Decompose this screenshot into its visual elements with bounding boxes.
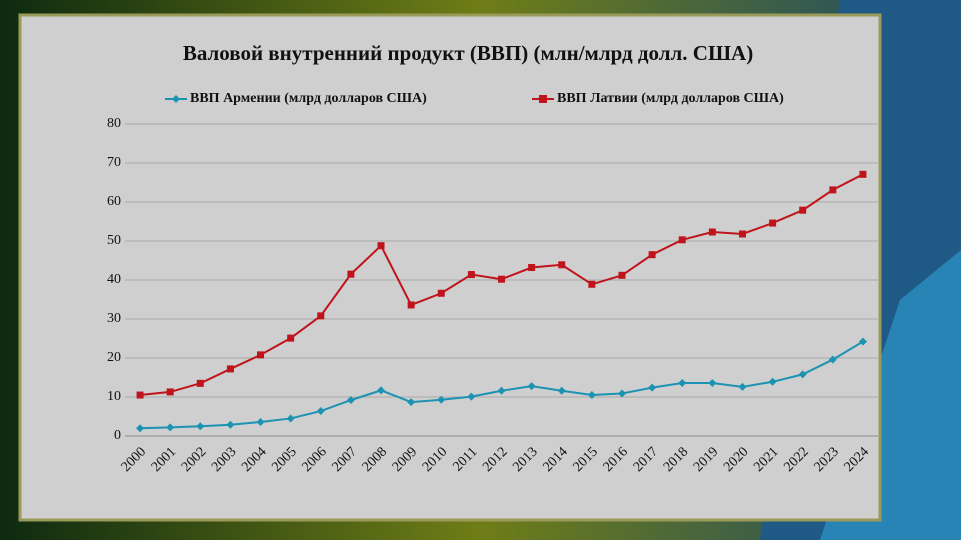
marker — [377, 386, 386, 395]
marker — [136, 424, 145, 433]
marker — [558, 261, 566, 269]
legend-label: ВВП Армении (млрд долларов США) — [190, 91, 427, 106]
marker — [256, 417, 265, 426]
marker — [317, 312, 325, 320]
marker — [648, 251, 656, 259]
y-tick-label: 70 — [107, 155, 121, 170]
marker — [497, 386, 506, 395]
marker — [346, 396, 355, 405]
marker — [286, 414, 295, 423]
y-tick-label: 0 — [114, 428, 121, 443]
marker — [136, 391, 144, 399]
marker — [196, 422, 205, 431]
marker — [798, 370, 807, 379]
marker — [407, 301, 415, 309]
marker — [648, 383, 657, 392]
marker — [799, 206, 807, 214]
marker — [407, 398, 416, 407]
marker — [527, 382, 536, 391]
marker — [738, 382, 747, 391]
marker — [588, 280, 596, 288]
marker — [257, 351, 265, 359]
marker — [617, 389, 626, 398]
marker — [437, 289, 445, 297]
marker — [226, 365, 234, 373]
y-tick-label: 60 — [107, 194, 121, 209]
y-tick-label: 20 — [107, 350, 121, 365]
marker — [467, 271, 475, 279]
marker — [557, 386, 566, 395]
marker — [347, 270, 355, 278]
marker — [828, 355, 837, 364]
marker — [528, 264, 536, 272]
marker — [708, 378, 717, 387]
marker — [166, 423, 175, 432]
marker — [498, 275, 505, 283]
marker — [166, 388, 174, 396]
marker — [226, 420, 235, 429]
y-tick-label: 30 — [107, 311, 121, 326]
marker — [377, 242, 385, 250]
marker — [467, 392, 476, 401]
marker — [858, 337, 867, 346]
marker — [437, 395, 446, 404]
y-tick-label: 80 — [107, 116, 121, 131]
y-tick-label: 40 — [107, 272, 121, 287]
marker — [829, 186, 837, 194]
y-tick-label: 10 — [107, 389, 121, 404]
marker — [678, 378, 687, 387]
marker — [587, 391, 596, 400]
marker — [678, 236, 686, 244]
marker — [708, 228, 716, 236]
marker — [618, 271, 626, 279]
legend-marker — [172, 95, 180, 103]
legend-marker — [539, 95, 547, 103]
chart-title: Валовой внутренний продукт (ВВП) (млн/мл… — [183, 41, 753, 65]
marker — [769, 219, 777, 227]
y-tick-label: 50 — [107, 233, 121, 248]
marker — [738, 230, 746, 238]
marker — [196, 379, 204, 387]
legend-label: ВВП Латвии (млрд долларов США) — [557, 91, 784, 106]
marker — [859, 170, 867, 178]
marker — [316, 407, 325, 416]
marker — [287, 334, 295, 342]
marker — [768, 377, 777, 386]
